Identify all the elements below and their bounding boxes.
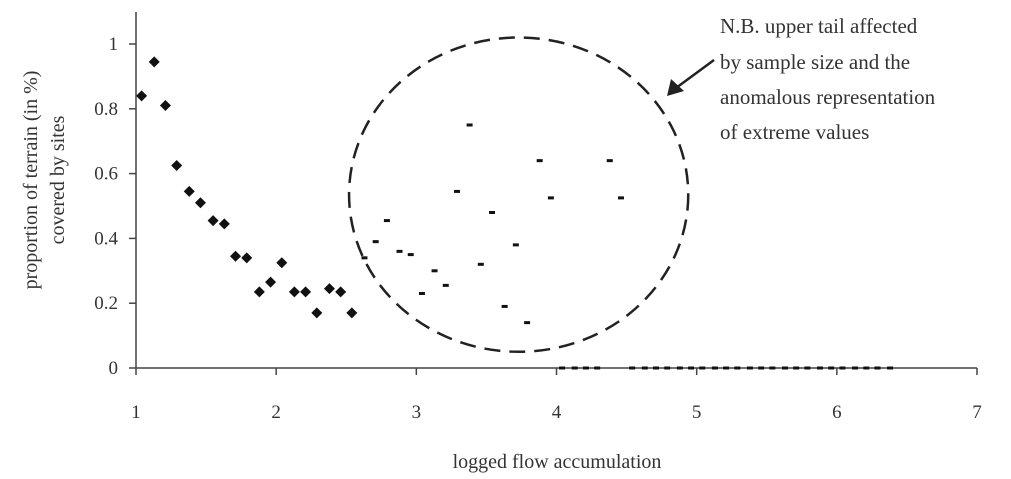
diamond-point [148, 56, 160, 68]
dash-point [711, 366, 718, 370]
x-tick-label: 1 [131, 402, 141, 423]
dash-point [442, 283, 449, 287]
y-tick-label: 0 [109, 358, 119, 379]
dash-point [617, 196, 624, 200]
dash-point [653, 366, 660, 370]
y-tick-label: 0.2 [94, 293, 118, 314]
annotation-line-1: N.B. upper tail affected [720, 14, 918, 38]
diamond-point [335, 286, 347, 298]
dash-point [571, 366, 578, 370]
diamond-point [311, 307, 323, 319]
dash-point [839, 366, 846, 370]
annotation-line-4: of extreme values [720, 120, 869, 144]
x-tick-label: 4 [552, 402, 562, 423]
x-tick-label: 3 [412, 402, 422, 423]
dash-point [477, 262, 484, 266]
diamond-point [323, 283, 335, 295]
dash-point [524, 321, 531, 325]
y-tick-label: 0.8 [94, 99, 118, 120]
tick-labels: 1 2 3 4 5 6 7 0 0.2 0.4 0.6 0.8 1 [94, 34, 982, 423]
diamond-point [230, 250, 242, 262]
diamond-point [300, 286, 312, 298]
diamond-point [276, 257, 288, 269]
diamond-point [194, 197, 206, 209]
diamond-point [207, 215, 219, 227]
dash-point [453, 189, 460, 193]
y-tick-label: 1 [109, 34, 119, 55]
dash-point [466, 123, 473, 127]
annotation-line-3: anomalous representation [720, 85, 936, 109]
dash-point [699, 366, 706, 370]
dash-point [781, 366, 788, 370]
dash-point [676, 366, 683, 370]
x-tick-label: 5 [692, 402, 702, 423]
diamond-point [241, 252, 253, 264]
dash-point [559, 366, 566, 370]
diamond-point [159, 100, 171, 112]
x-axis-label: logged flow accumulation [453, 451, 662, 473]
dash-point [723, 366, 730, 370]
diamond-point [253, 286, 265, 298]
dash-point [887, 366, 894, 370]
dash-point [372, 240, 379, 244]
dash-point [536, 159, 543, 163]
data-points [136, 56, 894, 370]
dash-point [746, 366, 753, 370]
y-tick-label: 0.4 [94, 228, 118, 249]
axis-labels: logged flow accumulation proportion of t… [20, 71, 661, 473]
dash-point [489, 210, 496, 214]
dash-point [383, 219, 390, 223]
y-axis-label-line-2: covered by sites [47, 115, 69, 244]
dash-point [874, 366, 881, 370]
dash-point [418, 291, 425, 295]
annotation-arrow-shaft [675, 58, 715, 90]
dash-point [407, 253, 414, 257]
diamond-point [346, 307, 358, 319]
highlight-ellipse-group [347, 36, 690, 354]
dash-point [629, 366, 636, 370]
dash-point [361, 256, 368, 260]
highlight-ellipse [347, 36, 690, 354]
dash-point [664, 366, 671, 370]
dash-point [431, 269, 438, 273]
y-axis-label-line-1: proportion of terrain (in %) [20, 71, 42, 290]
dash-point [828, 366, 835, 370]
dash-point [804, 366, 811, 370]
dash-point [793, 366, 800, 370]
dash-point [758, 366, 765, 370]
diamond-point [288, 286, 300, 298]
dash-point [641, 366, 648, 370]
dash-point [769, 366, 776, 370]
annotation-arrow-head [667, 79, 684, 96]
dash-point [606, 159, 613, 163]
diamond-point [218, 218, 230, 230]
x-tick-label: 2 [271, 402, 281, 423]
dash-point [547, 196, 554, 200]
x-tick-label: 7 [972, 402, 982, 423]
annotation: N.B. upper tail affected by sample size … [667, 14, 936, 144]
diamond-point [265, 276, 277, 288]
axes [129, 12, 978, 375]
diamond-point [136, 90, 148, 102]
dash-point [863, 366, 870, 370]
dash-point [396, 249, 403, 253]
dash-point [501, 304, 508, 308]
dash-point [734, 366, 741, 370]
diamond-point [183, 185, 195, 197]
diamond-point [171, 160, 183, 171]
x-tick-label: 6 [832, 402, 842, 423]
dash-point [852, 366, 859, 370]
y-tick-label: 0.6 [94, 164, 118, 185]
dash-point [817, 366, 824, 370]
dash-point [688, 366, 695, 370]
dash-point [594, 366, 601, 370]
annotation-line-2: by sample size and the [720, 50, 910, 74]
dash-point [582, 366, 589, 370]
dash-point [512, 243, 519, 247]
